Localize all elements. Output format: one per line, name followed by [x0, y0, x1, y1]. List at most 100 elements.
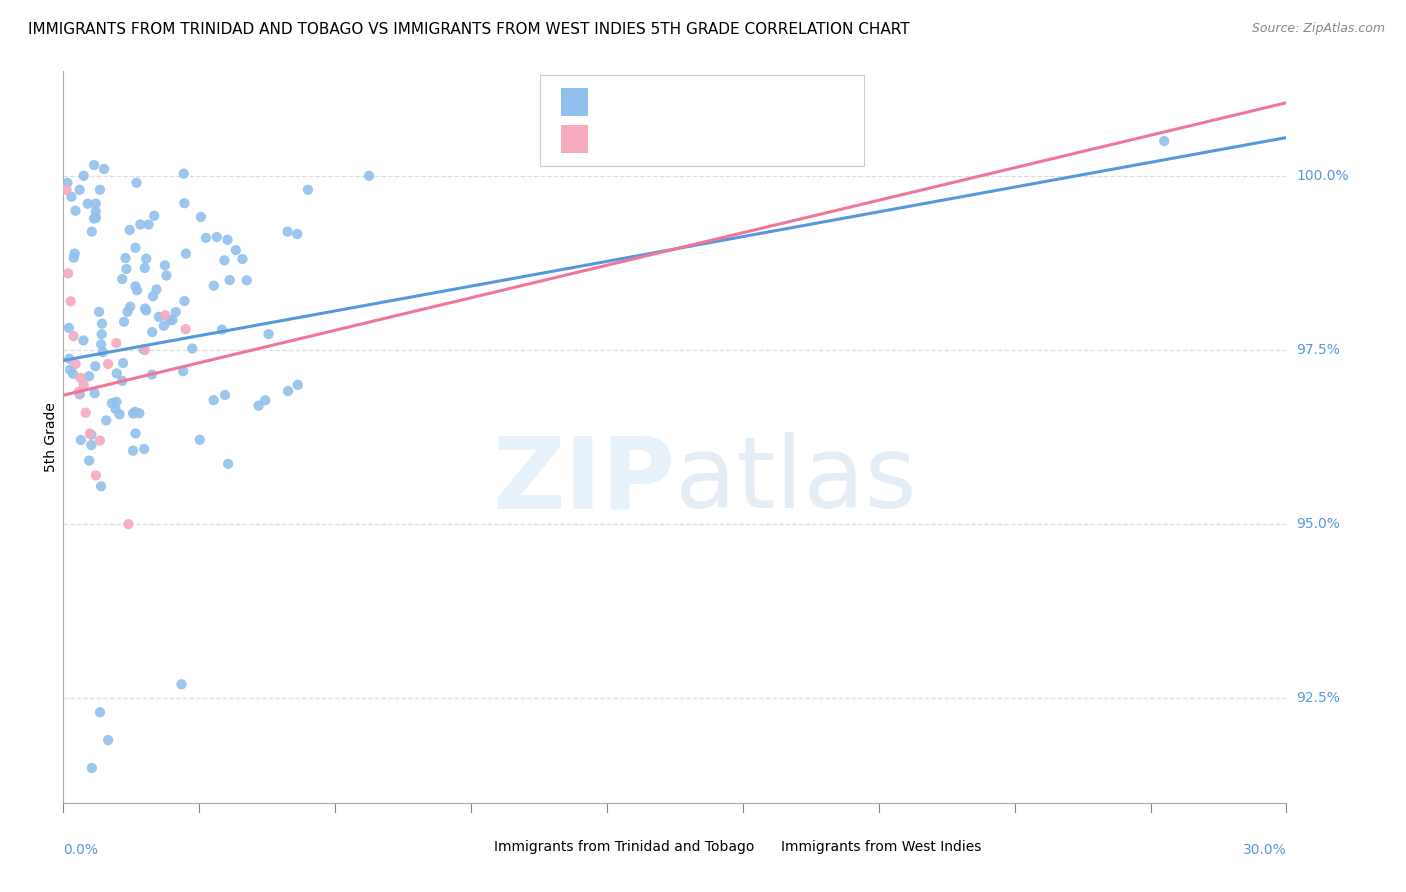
- Point: [153, 308, 177, 322]
- Point: [118, 223, 141, 237]
- Point: [67, 384, 90, 399]
- Point: [181, 342, 204, 356]
- Point: [111, 374, 134, 388]
- Point: [80, 225, 103, 239]
- Point: [63, 246, 86, 260]
- Point: [115, 261, 138, 276]
- Point: [83, 211, 105, 226]
- FancyBboxPatch shape: [540, 75, 865, 167]
- Point: [84, 204, 107, 219]
- Point: [108, 408, 131, 422]
- Point: [91, 317, 114, 331]
- Point: [214, 253, 236, 268]
- Text: 97.5%: 97.5%: [1296, 343, 1340, 357]
- Point: [120, 300, 142, 314]
- Point: [97, 357, 120, 371]
- Point: [159, 313, 181, 327]
- Point: [217, 233, 239, 247]
- Point: [79, 426, 101, 441]
- Point: [155, 268, 177, 283]
- Point: [62, 251, 84, 265]
- Text: 92.5%: 92.5%: [1296, 691, 1340, 706]
- Point: [174, 322, 197, 336]
- Point: [105, 367, 128, 381]
- Text: atlas: atlas: [675, 433, 917, 530]
- Point: [101, 396, 124, 410]
- Point: [162, 313, 184, 327]
- Point: [59, 294, 82, 309]
- Point: [214, 388, 236, 402]
- Point: [84, 196, 107, 211]
- Point: [141, 325, 163, 339]
- Point: [62, 367, 84, 381]
- Point: [90, 327, 112, 342]
- Point: [129, 218, 152, 232]
- Text: 100.0%: 100.0%: [1296, 169, 1348, 183]
- Text: 95.0%: 95.0%: [1296, 517, 1340, 531]
- Point: [145, 283, 167, 297]
- FancyBboxPatch shape: [454, 836, 482, 858]
- Point: [111, 272, 134, 286]
- Point: [217, 457, 239, 471]
- Point: [225, 243, 247, 257]
- Point: [73, 377, 96, 392]
- Point: [96, 413, 118, 427]
- Point: [122, 443, 145, 458]
- Point: [202, 393, 225, 408]
- Point: [59, 363, 82, 377]
- Text: Source: ZipAtlas.com: Source: ZipAtlas.com: [1251, 22, 1385, 36]
- Point: [125, 176, 148, 190]
- Point: [357, 169, 380, 183]
- Point: [90, 479, 112, 493]
- Point: [173, 167, 195, 181]
- Point: [80, 761, 103, 775]
- Text: R = 0.491   N =  19: R = 0.491 N = 19: [603, 132, 752, 147]
- Point: [125, 283, 148, 297]
- FancyBboxPatch shape: [742, 836, 769, 858]
- Point: [297, 183, 319, 197]
- Point: [84, 468, 107, 483]
- Point: [114, 251, 136, 265]
- Point: [55, 183, 77, 197]
- Point: [128, 406, 150, 420]
- Point: [69, 387, 91, 401]
- Point: [257, 327, 280, 342]
- Point: [194, 231, 217, 245]
- Point: [124, 241, 146, 255]
- Point: [143, 209, 166, 223]
- Point: [105, 336, 128, 351]
- Point: [73, 169, 96, 183]
- Point: [65, 203, 87, 218]
- Point: [76, 196, 98, 211]
- Point: [93, 161, 115, 176]
- Point: [77, 369, 100, 384]
- Point: [218, 273, 240, 287]
- Point: [56, 266, 79, 280]
- Point: [134, 260, 156, 275]
- Point: [276, 225, 298, 239]
- Point: [827, 155, 849, 169]
- FancyBboxPatch shape: [561, 126, 588, 153]
- Point: [58, 351, 80, 366]
- Point: [58, 321, 80, 335]
- Text: IMMIGRANTS FROM TRINIDAD AND TOBAGO VS IMMIGRANTS FROM WEST INDIES 5TH GRADE COR: IMMIGRANTS FROM TRINIDAD AND TOBAGO VS I…: [28, 22, 910, 37]
- Point: [173, 293, 195, 308]
- Point: [285, 227, 308, 241]
- Point: [134, 442, 156, 456]
- Point: [124, 279, 146, 293]
- Point: [141, 368, 163, 382]
- Point: [84, 211, 107, 225]
- Point: [235, 273, 259, 287]
- Point: [247, 399, 270, 413]
- Point: [138, 218, 160, 232]
- Point: [83, 158, 105, 172]
- Point: [205, 230, 228, 244]
- Point: [80, 438, 103, 452]
- Point: [89, 434, 111, 448]
- Point: [104, 401, 127, 416]
- Point: [105, 394, 128, 409]
- Point: [148, 310, 170, 324]
- Point: [202, 278, 225, 293]
- Point: [211, 322, 233, 336]
- Point: [142, 289, 165, 303]
